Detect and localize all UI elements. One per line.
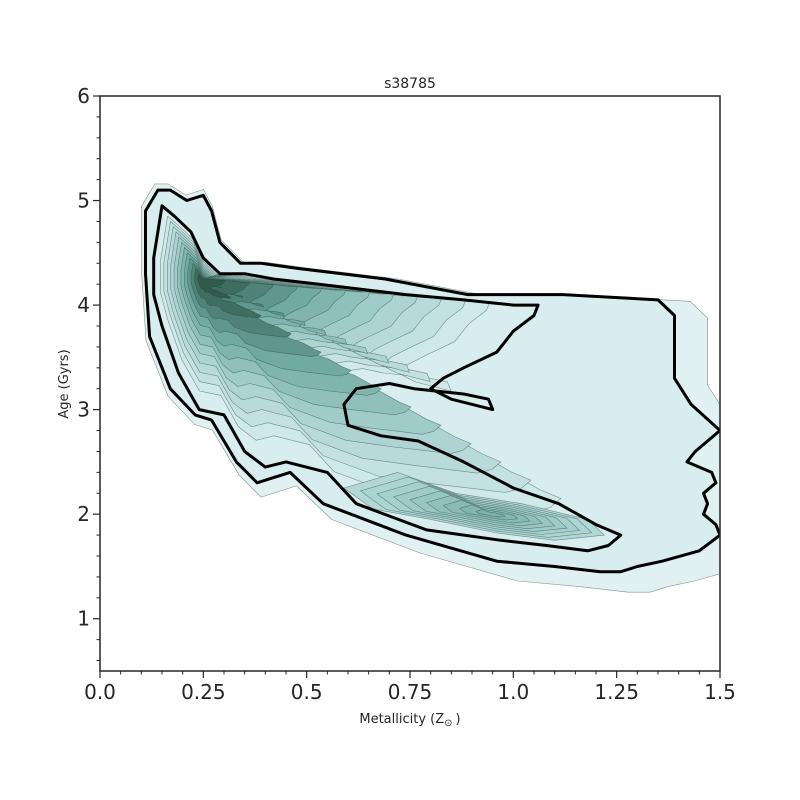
x-tick-label: 1.0: [497, 680, 529, 704]
y-tick-label: 2: [77, 502, 90, 526]
y-tick-label: 5: [77, 189, 90, 213]
x-axis-label-text: Metallicity (Z: [359, 712, 444, 727]
contour-lines: [144, 188, 720, 574]
x-axis-label: Metallicity (Z⊙): [359, 712, 460, 729]
y-tick-label: 3: [77, 398, 90, 422]
y-axis-ticks: 1 2 3 4 5 6: [77, 84, 100, 662]
x-axis-label-close: ): [456, 712, 461, 727]
x-tick-label: 0.5: [291, 680, 323, 704]
x-tick-label: 0.75: [388, 680, 433, 704]
chart-title: s38785: [384, 76, 436, 92]
density-band: [197, 273, 232, 299]
y-tick-label: 1: [77, 607, 90, 631]
density-band: [475, 509, 506, 518]
y-axis-label: Age (Gyrs): [57, 349, 72, 418]
x-tick-label: 0.25: [181, 680, 226, 704]
y-tick-label: 4: [77, 293, 90, 317]
x-tick-label: 1.25: [594, 680, 639, 704]
inner-contour-line: [152, 204, 623, 553]
x-axis-label-solar-symbol: ⊙: [444, 718, 452, 729]
x-axis-ticks: 0.0 0.25 0.5 0.75 1.0 1.25 1.5: [84, 671, 736, 704]
y-tick-label: 6: [77, 84, 90, 108]
x-tick-label: 1.5: [704, 680, 736, 704]
x-tick-label: 0.0: [84, 680, 116, 704]
outer-contour-line: [144, 188, 720, 574]
